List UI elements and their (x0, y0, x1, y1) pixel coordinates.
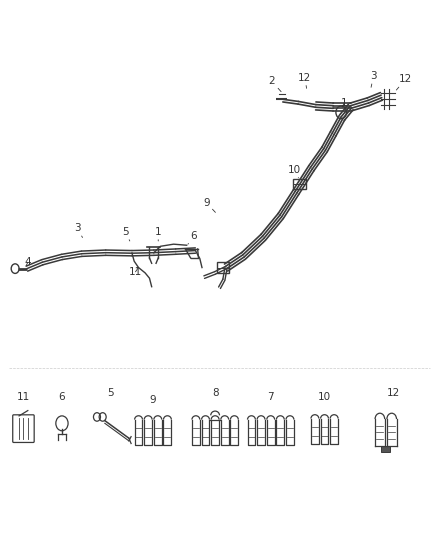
Text: 6: 6 (187, 231, 196, 244)
Text: 6: 6 (59, 392, 65, 402)
Text: 1: 1 (155, 227, 161, 241)
Text: 10: 10 (317, 392, 330, 402)
Text: 12: 12 (386, 389, 399, 398)
Text: 8: 8 (211, 389, 218, 398)
Text: 11: 11 (17, 392, 30, 402)
Text: 12: 12 (396, 75, 411, 90)
Bar (216, 262, 229, 273)
Text: 3: 3 (369, 71, 376, 87)
Text: 2: 2 (268, 77, 280, 92)
Text: 11: 11 (129, 267, 142, 277)
Text: 10: 10 (288, 165, 300, 178)
Text: 1: 1 (340, 98, 347, 108)
Bar (293, 179, 305, 189)
Text: 3: 3 (74, 223, 82, 238)
Text: 5: 5 (122, 227, 130, 241)
Text: 12: 12 (297, 73, 311, 88)
Bar (381, 446, 389, 452)
Text: 9: 9 (149, 395, 156, 405)
Text: 7: 7 (267, 392, 273, 402)
Text: 4: 4 (25, 257, 31, 267)
Text: 9: 9 (203, 198, 215, 212)
Text: 5: 5 (106, 389, 113, 398)
